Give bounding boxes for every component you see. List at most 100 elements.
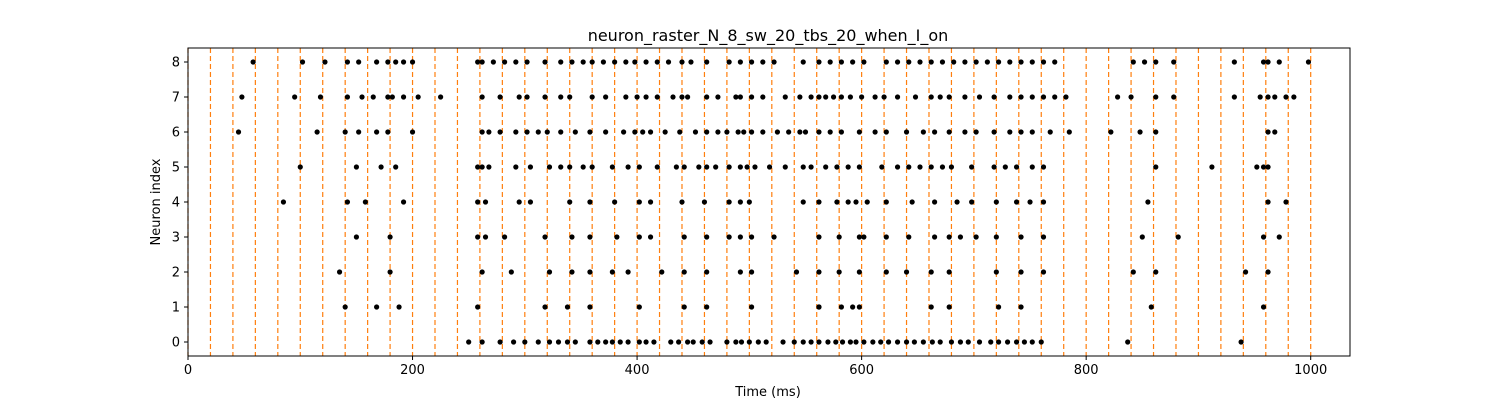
spike-point <box>647 199 654 205</box>
spike-point <box>1029 164 1035 170</box>
spike-point <box>1007 129 1013 135</box>
spike-point <box>766 164 773 170</box>
spike-point <box>737 269 743 275</box>
spike-point <box>1018 94 1024 100</box>
spike-point <box>612 59 618 65</box>
spike-point <box>724 339 730 345</box>
spike-point <box>748 94 755 100</box>
spike-point <box>438 94 444 100</box>
spike-point <box>883 59 889 65</box>
spike-point <box>741 129 747 135</box>
spike-point <box>737 59 743 65</box>
spike-point <box>1238 339 1244 345</box>
spike-point <box>737 164 743 170</box>
spike-point <box>861 339 867 345</box>
spike-point <box>839 339 846 345</box>
spike-point <box>847 339 853 345</box>
spike-point <box>834 164 840 170</box>
plot-frame <box>187 47 1351 357</box>
spike-point <box>497 129 503 135</box>
spike-point <box>692 129 699 135</box>
x-tick-label: 800 <box>1074 363 1099 378</box>
spike-point <box>297 164 303 170</box>
spike-point <box>748 59 755 65</box>
spike-point <box>475 164 481 170</box>
spike-point <box>748 269 755 275</box>
spike-point <box>763 339 769 345</box>
spike-point <box>479 94 485 100</box>
spike-point <box>510 339 517 345</box>
spike-point <box>1027 199 1033 205</box>
spike-point <box>393 59 399 65</box>
spike-point <box>928 59 934 65</box>
spike-point <box>1040 164 1047 170</box>
x-tick-label: 0 <box>184 363 192 378</box>
spike-point <box>962 59 968 65</box>
spike-point <box>808 164 814 170</box>
spike-point <box>988 339 994 345</box>
spike-point <box>1137 129 1143 135</box>
spike-point <box>1141 59 1148 65</box>
spike-point <box>659 269 665 275</box>
spike-point <box>558 59 564 65</box>
spike-point <box>861 234 867 240</box>
spike-point <box>668 339 674 345</box>
spike-point <box>609 269 615 275</box>
spike-point <box>802 129 809 135</box>
spike-point <box>479 339 485 345</box>
spike-point <box>903 129 910 135</box>
spike-point <box>1148 304 1154 310</box>
chart-title: neuron_raster_N_8_sw_20_tbs_20_when_I_on <box>588 26 949 46</box>
spike-point <box>239 94 245 100</box>
spike-point <box>342 304 348 310</box>
y-tick-label: 4 <box>172 196 180 211</box>
spike-point <box>603 339 609 345</box>
spike-point <box>374 59 380 65</box>
spike-point <box>378 164 384 170</box>
spike-point <box>317 94 324 100</box>
spike-point <box>385 94 391 100</box>
y-axis-label: Neuron index <box>149 158 164 245</box>
spike-point <box>993 269 999 275</box>
spike-point <box>939 164 946 170</box>
spike-point <box>823 164 829 170</box>
spike-point <box>623 59 629 65</box>
spike-point <box>546 339 553 345</box>
spike-point <box>1004 339 1011 345</box>
spike-point <box>853 199 859 205</box>
spike-point <box>362 199 368 205</box>
y-tick-label: 5 <box>172 161 180 176</box>
spike-point <box>572 129 578 135</box>
x-tick-label: 400 <box>625 363 650 378</box>
y-tick-label: 7 <box>172 91 180 106</box>
spike-point <box>946 304 952 310</box>
spike-point <box>995 339 1002 345</box>
spike-point <box>912 94 919 100</box>
spike-point <box>704 129 710 135</box>
spike-point <box>640 129 646 135</box>
spike-point <box>502 59 508 65</box>
spike-point <box>800 199 806 205</box>
spike-point <box>1021 339 1028 345</box>
spike-point <box>752 164 758 170</box>
spike-point <box>786 129 792 135</box>
spike-point <box>542 94 548 100</box>
spike-point <box>704 269 710 275</box>
spike-point <box>715 94 721 100</box>
spike-point <box>850 59 856 65</box>
spike-point <box>1265 269 1271 275</box>
spike-point <box>838 129 845 135</box>
spike-point <box>1018 304 1024 310</box>
spike-point <box>1002 164 1008 170</box>
spike-point <box>830 94 837 100</box>
spike-point <box>479 129 485 135</box>
spike-point <box>976 339 983 345</box>
spike-point <box>569 269 575 275</box>
spike-point <box>1257 94 1263 100</box>
spike-point <box>920 129 926 135</box>
spike-point <box>903 269 910 275</box>
spike-point <box>516 94 522 100</box>
spike-point <box>681 269 687 275</box>
spike-point <box>1145 199 1151 205</box>
spike-point <box>670 94 676 100</box>
